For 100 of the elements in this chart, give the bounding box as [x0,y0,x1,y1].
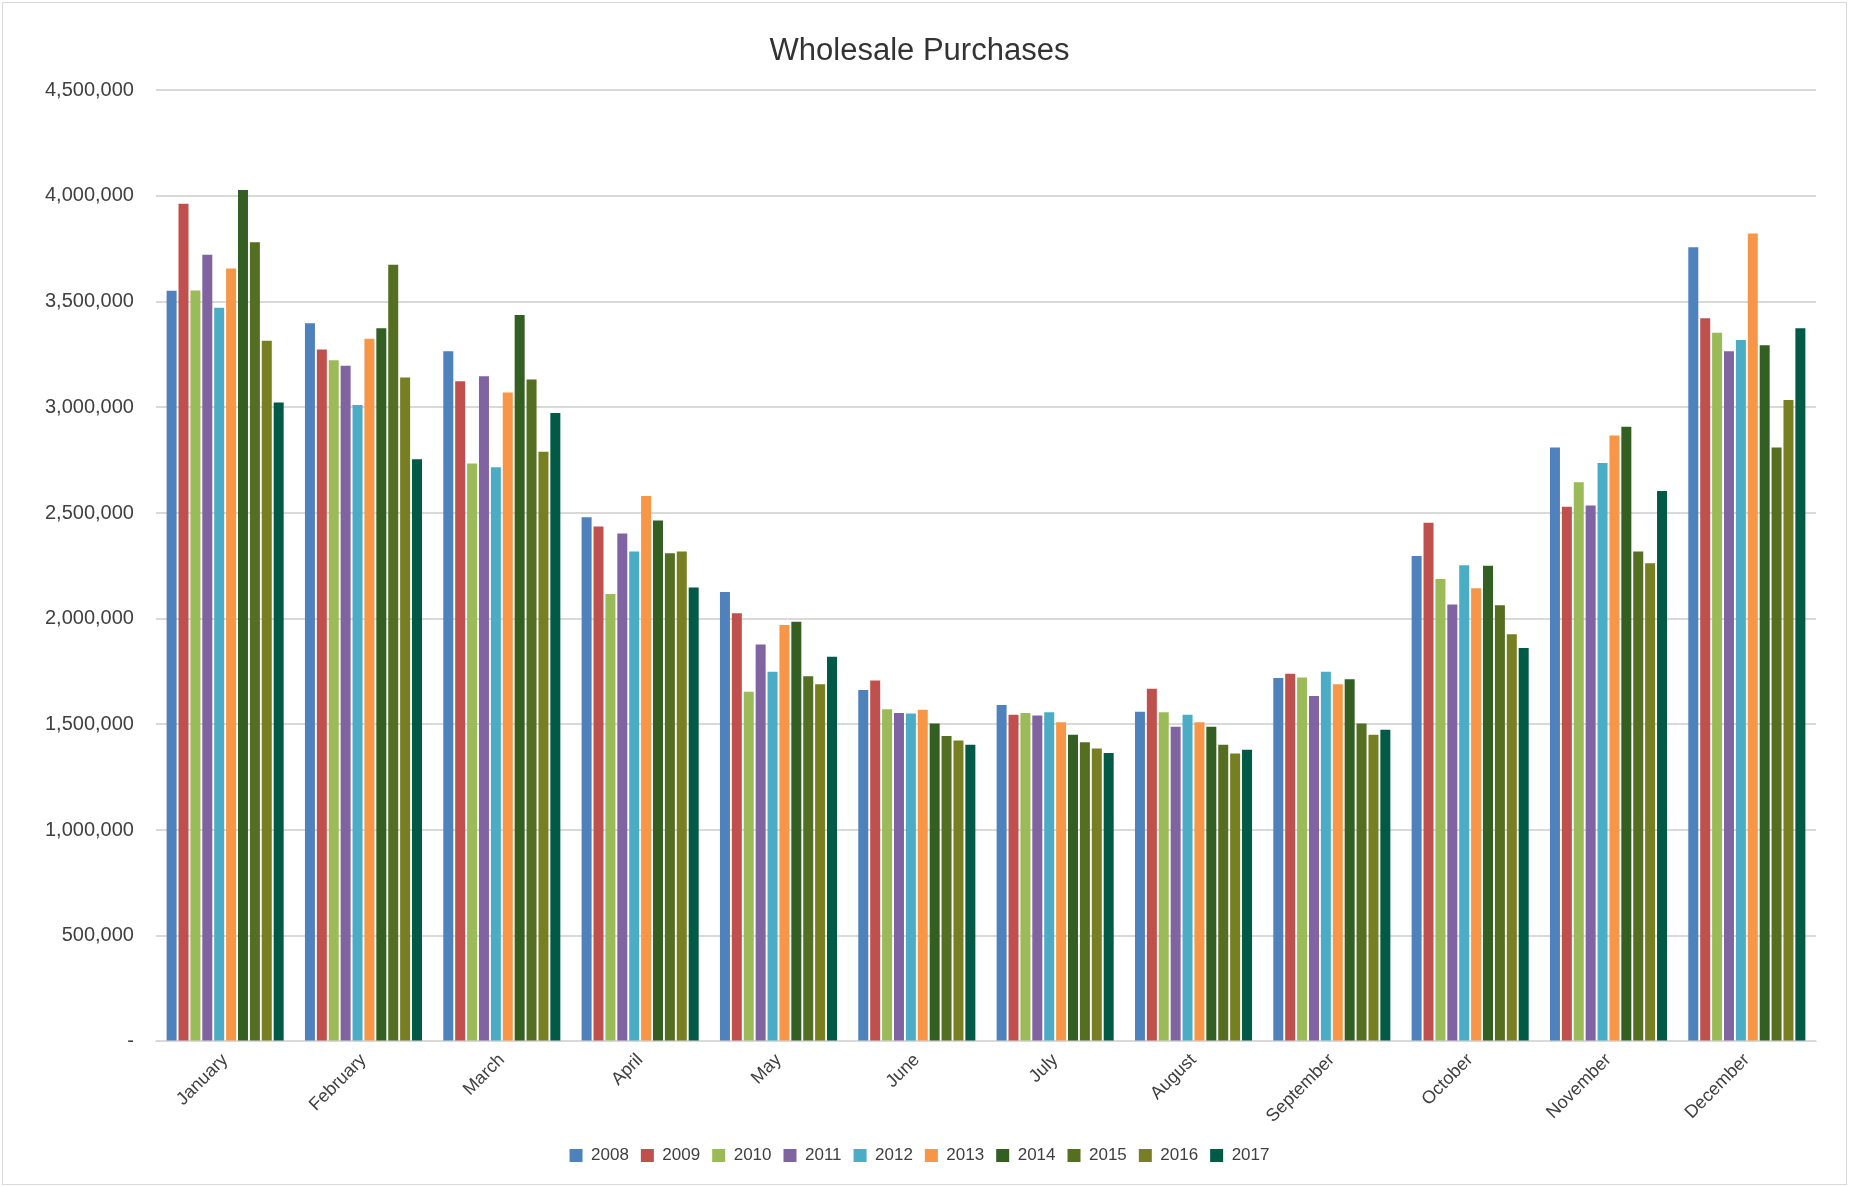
bar [1561,506,1572,1041]
y-tick-label: 2,000,000 [44,606,134,629]
legend-label: 2012 [875,1145,913,1165]
bar [917,709,928,1041]
bar [870,680,881,1041]
legend-label: 2011 [804,1145,842,1165]
bar [352,404,363,1041]
legend-label: 2013 [946,1145,985,1165]
bar [443,351,454,1041]
bar [1494,605,1505,1041]
bar [412,459,423,1041]
bar [1759,345,1770,1041]
legend-label: 2008 [591,1145,629,1165]
bar [550,413,561,1041]
bar [261,340,272,1041]
bar [1273,678,1284,1041]
bar [1332,684,1343,1041]
bar [1356,723,1367,1041]
y-tick-label: 3,000,000 [44,394,134,417]
bar [676,551,687,1041]
bar [1146,688,1157,1041]
bar [1194,722,1205,1041]
y-tick-label: - [127,1028,134,1051]
bar [755,644,766,1041]
bar [178,203,189,1041]
bar [490,467,501,1041]
bar [1688,247,1699,1041]
x-tick-label: May [746,1049,785,1088]
bar [1285,673,1296,1041]
bar [502,392,513,1041]
bar [731,613,742,1041]
bar [1609,435,1620,1041]
bar [1585,505,1596,1041]
bar [400,377,411,1041]
bar [779,625,790,1041]
bar [1645,563,1656,1041]
bar [965,744,976,1041]
bar [1206,726,1217,1041]
bar [1134,711,1145,1041]
bar [905,713,916,1041]
bar [1700,318,1711,1041]
y-tick-label: 3,500,000 [44,289,134,312]
bar [1320,671,1331,1041]
legend-label: 2014 [1017,1145,1056,1165]
legend-label: 2017 [1231,1145,1270,1165]
y-tick-label: 500,000 [61,923,134,946]
bar [1182,714,1193,1041]
bar [376,328,387,1041]
bar [1435,578,1446,1041]
bar [304,323,315,1041]
bar [538,451,549,1041]
bar [664,553,675,1041]
bar [1020,712,1031,1041]
bar [1597,462,1608,1041]
bar [1158,712,1169,1041]
bar [653,520,663,1041]
bar [1411,555,1422,1041]
bar [1068,734,1078,1041]
bar [996,704,1007,1041]
bar [688,587,699,1041]
legend-label: 2015 [1089,1145,1127,1165]
x-tick-label: July [1024,1049,1062,1087]
bar [1242,749,1253,1041]
bar [1633,551,1644,1041]
bar [1297,677,1308,1041]
bar [929,723,940,1041]
bar [1483,565,1493,1041]
bar [641,496,652,1041]
bar [249,242,260,1041]
bar [743,691,754,1041]
bar [605,593,616,1041]
bar [214,307,225,1041]
bar [1344,679,1355,1041]
y-tick-label: 2,500,000 [44,500,134,523]
bar [202,254,213,1041]
bar [893,712,904,1041]
bar [1657,491,1668,1041]
y-tick-label: 1,500,000 [44,711,134,734]
bar [166,290,177,1041]
bar [1423,522,1434,1041]
bar [1471,588,1482,1041]
bar [593,526,604,1041]
bar [1056,722,1067,1041]
bar [1518,648,1529,1041]
bar [803,676,814,1041]
bar [467,463,478,1041]
bar [719,592,730,1041]
bar [1170,726,1181,1041]
bar [815,684,826,1041]
bar [1380,729,1391,1041]
bar [1032,715,1043,1041]
bar [1549,447,1560,1041]
bar [858,689,869,1041]
bar [1735,340,1746,1041]
bar [388,264,399,1041]
bar [1573,482,1584,1041]
bar [1621,426,1632,1041]
legend-label: 2009 [662,1145,701,1165]
bar [1218,744,1229,1041]
bar [455,381,466,1041]
